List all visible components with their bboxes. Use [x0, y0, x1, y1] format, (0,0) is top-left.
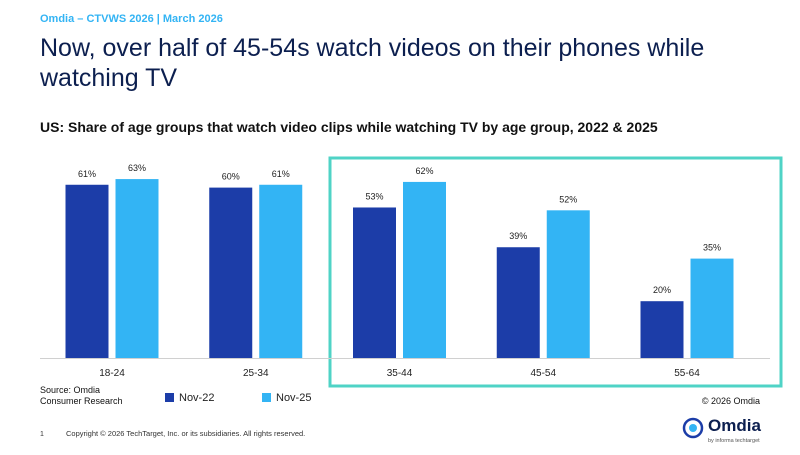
value-label: 20% — [653, 285, 671, 295]
bar — [353, 207, 396, 358]
bar — [496, 247, 540, 358]
x-tick-label: 18-24 — [99, 368, 125, 379]
title-line: watching TV — [39, 64, 177, 92]
x-tick-label: 25-34 — [243, 368, 269, 379]
legend-label: Nov-25 — [276, 392, 311, 404]
chart-title: US: Share of age groups that watch video… — [40, 119, 658, 135]
value-label: 63% — [128, 163, 146, 173]
x-tick-label: 45-54 — [530, 368, 556, 379]
bar — [640, 301, 684, 358]
logo-icon — [682, 417, 704, 439]
value-label: 52% — [559, 194, 577, 204]
bar — [259, 184, 303, 358]
bar — [115, 179, 159, 358]
value-label: 35% — [703, 243, 721, 253]
chart-copyright: © 2026 Omdia — [702, 396, 760, 406]
legend-swatch — [165, 393, 174, 402]
legend-label: Nov-22 — [179, 392, 214, 404]
logo: Omdia — [708, 416, 761, 435]
x-tick-label: 55-64 — [674, 368, 700, 379]
bar — [65, 184, 109, 358]
header: Omdia – CTVWS 2026 | March 2026 — [40, 13, 223, 25]
bar — [546, 210, 590, 358]
value-label: 61% — [272, 169, 290, 179]
title-line: Now, over half of 45-54s watch videos on… — [40, 34, 704, 62]
bar — [209, 187, 253, 358]
logo-sub: by informa techtarget — [708, 438, 760, 444]
page-number: 1 — [40, 431, 44, 438]
value-label: 62% — [415, 166, 433, 176]
bar — [403, 181, 446, 358]
source: Consumer Research — [40, 396, 123, 406]
logo-icon — [689, 424, 697, 432]
legend-swatch — [262, 393, 271, 402]
bar — [690, 258, 734, 358]
value-label: 53% — [365, 191, 383, 201]
source: Source: Omdia — [40, 385, 100, 395]
highlight-box — [328, 156, 783, 388]
value-label: 39% — [509, 231, 527, 241]
value-label: 60% — [222, 172, 240, 182]
footer-copyright: Copyright © 2026 TechTarget, Inc. or its… — [66, 429, 305, 438]
value-label: 61% — [78, 169, 96, 179]
x-tick-label: 35-44 — [387, 368, 413, 379]
